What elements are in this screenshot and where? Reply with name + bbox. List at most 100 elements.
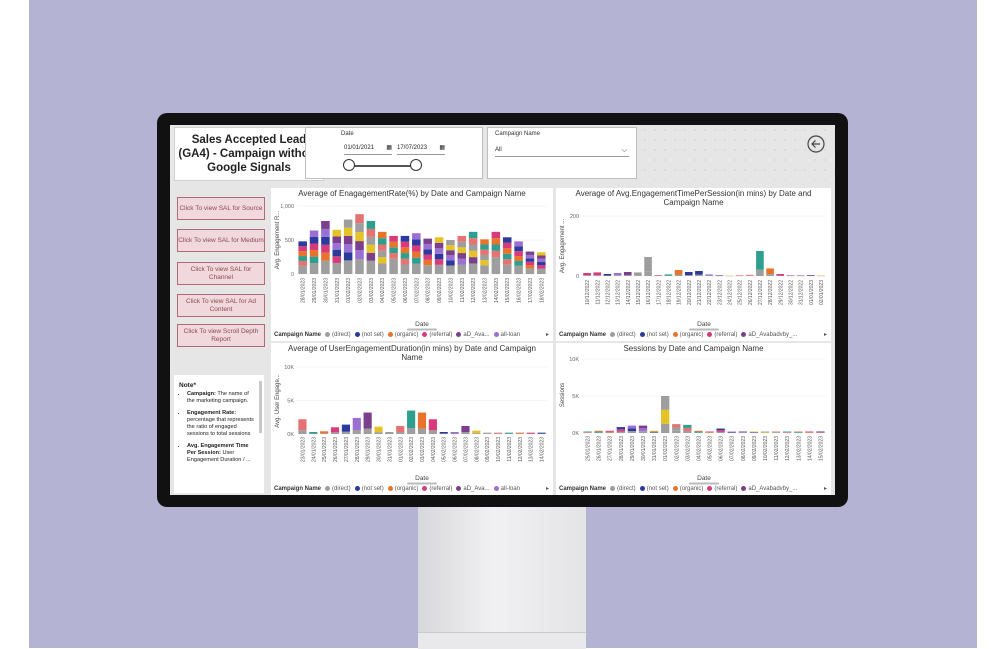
bar-segment[interactable]: [458, 253, 467, 259]
scroll-depth-button[interactable]: Click To view Scroll Depth Report: [177, 324, 265, 347]
bar-segment[interactable]: [367, 237, 376, 245]
bar-segment[interactable]: [639, 426, 647, 429]
bar-segment[interactable]: [514, 261, 523, 266]
bar-segment[interactable]: [526, 265, 535, 268]
bar-segment[interactable]: [772, 432, 780, 433]
bar-segment[interactable]: [412, 239, 421, 245]
bar-segment[interactable]: [492, 263, 501, 274]
bar-segment[interactable]: [624, 275, 632, 276]
bar-segment[interactable]: [451, 433, 459, 434]
bar-segment[interactable]: [594, 432, 602, 433]
bar-segment[interactable]: [614, 275, 622, 276]
bar-segment[interactable]: [423, 255, 432, 260]
bar-segment[interactable]: [469, 251, 478, 257]
bar-segment[interactable]: [604, 276, 612, 277]
date-slider-track[interactable]: [348, 165, 418, 167]
bar-segment[interactable]: [756, 270, 764, 276]
calendar-icon[interactable]: ▦: [439, 143, 445, 154]
bar-segment[interactable]: [583, 273, 591, 275]
bar-segment[interactable]: [469, 232, 478, 238]
bar-segment[interactable]: [298, 266, 307, 274]
bar-segment[interactable]: [593, 275, 601, 276]
bar-segment[interactable]: [695, 271, 703, 275]
bar-segment[interactable]: [298, 430, 306, 434]
bar-segment[interactable]: [344, 228, 353, 236]
bar-segment[interactable]: [492, 257, 501, 263]
bar-segment[interactable]: [503, 243, 512, 249]
bar-segment[interactable]: [435, 254, 444, 260]
bar-segment[interactable]: [494, 433, 502, 434]
bar-segment[interactable]: [412, 245, 421, 251]
bar-segment[interactable]: [321, 245, 330, 253]
legend-item[interactable]: aD_Ava...: [463, 332, 489, 338]
date-slider-start-handle[interactable]: [343, 159, 355, 171]
bar-segment[interactable]: [355, 214, 364, 223]
bar-segment[interactable]: [661, 396, 669, 410]
bar-segment[interactable]: [310, 237, 319, 244]
bar-segment[interactable]: [583, 275, 591, 276]
bar-segment[interactable]: [661, 410, 669, 424]
legend-item[interactable]: (referral): [714, 486, 737, 492]
bar-segment[interactable]: [389, 236, 398, 242]
bar-segment[interactable]: [298, 261, 307, 266]
bar-segment[interactable]: [505, 433, 513, 434]
bar-segment[interactable]: [526, 258, 535, 261]
bar-segment[interactable]: [355, 223, 364, 232]
bar-segment[interactable]: [378, 251, 387, 257]
bar-segment[interactable]: [594, 432, 602, 433]
bar-segment[interactable]: [617, 427, 625, 429]
bar-segment[interactable]: [342, 425, 350, 432]
bar-segment[interactable]: [407, 428, 415, 434]
bar-segment[interactable]: [367, 221, 376, 229]
bar-segment[interactable]: [537, 252, 546, 255]
bar-segment[interactable]: [469, 263, 478, 274]
bar-segment[interactable]: [298, 241, 307, 246]
legend-item[interactable]: (organic): [680, 486, 704, 492]
bar-segment[interactable]: [389, 253, 398, 259]
bar-segment[interactable]: [435, 243, 444, 249]
legend-item[interactable]: (direct): [617, 332, 636, 338]
bar-segment[interactable]: [514, 246, 523, 251]
bar-segment[interactable]: [776, 274, 784, 276]
legend-next-icon[interactable]: ▸: [822, 485, 827, 493]
bar-segment[interactable]: [378, 263, 387, 274]
bar-segment[interactable]: [321, 237, 330, 245]
bar-segment[interactable]: [685, 272, 693, 275]
bar-segment[interactable]: [672, 427, 680, 430]
bar-segment[interactable]: [355, 232, 364, 241]
bar-segment[interactable]: [435, 237, 444, 243]
bar-segment[interactable]: [333, 263, 342, 274]
bar-segment[interactable]: [537, 262, 546, 265]
bar-segment[interactable]: [606, 432, 614, 433]
legend-item[interactable]: (not set): [647, 332, 669, 338]
bar-segment[interactable]: [761, 432, 769, 433]
bar-segment[interactable]: [342, 432, 350, 434]
bar-segment[interactable]: [412, 252, 421, 258]
bar-segment[interactable]: [333, 256, 342, 263]
bar-segment[interactable]: [378, 232, 387, 238]
bar-segment[interactable]: [794, 432, 802, 433]
bar-segment[interactable]: [469, 244, 478, 250]
bar-segment[interactable]: [440, 433, 448, 434]
legend-item[interactable]: (referral): [714, 332, 737, 338]
bar-segment[interactable]: [628, 428, 636, 431]
bar-segment[interactable]: [816, 432, 824, 433]
bar-segment[interactable]: [736, 275, 744, 276]
bar-segment[interactable]: [333, 230, 342, 237]
bar-segment[interactable]: [321, 221, 330, 229]
bar-segment[interactable]: [423, 249, 432, 254]
bar-segment[interactable]: [665, 274, 673, 275]
bar-segment[interactable]: [739, 432, 747, 433]
bar-segment[interactable]: [650, 432, 658, 433]
legend-item[interactable]: (direct): [332, 332, 351, 338]
bar-segment[interactable]: [787, 275, 795, 276]
bar-segment[interactable]: [514, 251, 523, 256]
bar-segment[interactable]: [385, 433, 393, 434]
bar-segment[interactable]: [537, 265, 546, 268]
bar-segment[interactable]: [355, 259, 364, 274]
bar-segment[interactable]: [367, 245, 376, 253]
bar-segment[interactable]: [298, 251, 307, 256]
bar-segment[interactable]: [389, 264, 398, 274]
bar-segment[interactable]: [401, 264, 410, 274]
bar-segment[interactable]: [310, 263, 319, 274]
